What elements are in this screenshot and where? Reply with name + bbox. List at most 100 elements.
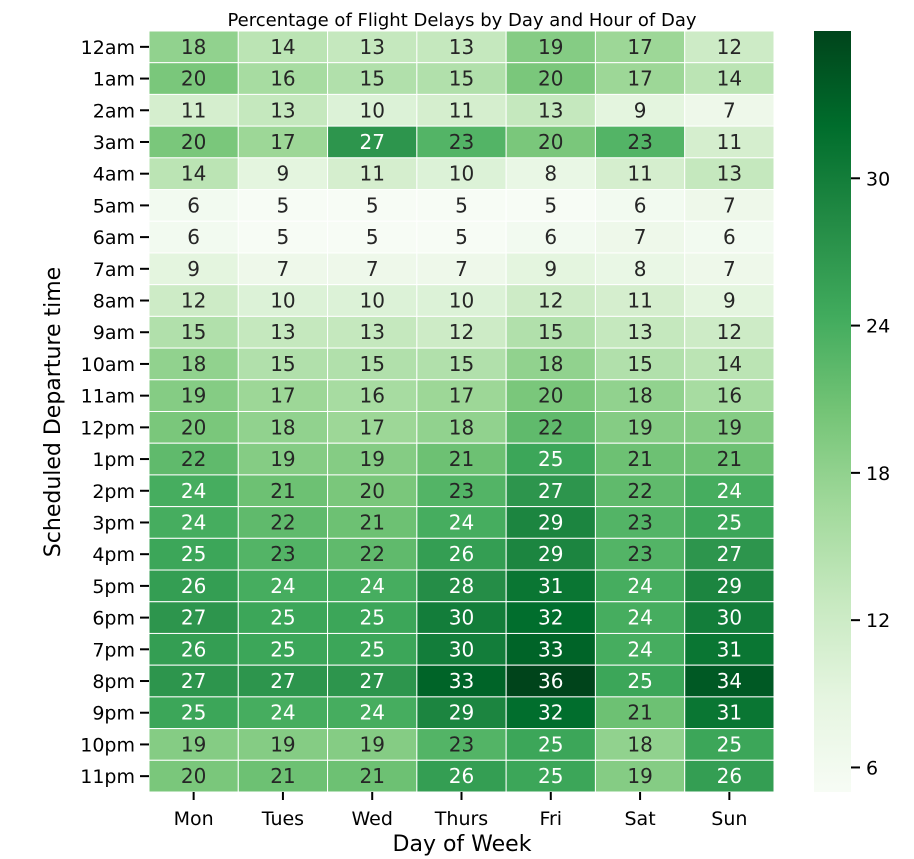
cell-value-label: 18 xyxy=(627,384,652,408)
cell-value-label: 26 xyxy=(181,637,206,661)
cell-value-label: 25 xyxy=(627,669,652,693)
cell-value-label: 23 xyxy=(270,542,295,566)
cell-value-label: 27 xyxy=(538,479,563,503)
cell-value-label: 29 xyxy=(449,701,474,725)
cell-value-label: 13 xyxy=(270,98,295,122)
cell-value-label: 23 xyxy=(627,510,652,534)
cell-value-label: 6 xyxy=(544,225,557,249)
cell-value-label: 22 xyxy=(627,479,652,503)
cell-value-label: 9 xyxy=(277,162,290,186)
y-tick-label: 8am xyxy=(93,291,135,313)
y-tick-label: 1am xyxy=(93,69,135,91)
cell-value-label: 19 xyxy=(270,447,295,471)
cell-value-label: 17 xyxy=(270,130,295,154)
cell-value-label: 27 xyxy=(270,669,295,693)
y-tick-label: 3pm xyxy=(92,512,135,534)
cell-value-label: 21 xyxy=(627,447,652,471)
cell-value-label: 14 xyxy=(181,162,206,186)
cell-value-label: 19 xyxy=(181,384,206,408)
cell-value-label: 23 xyxy=(627,542,652,566)
cell-value-label: 27 xyxy=(359,669,384,693)
cell-value-label: 20 xyxy=(181,130,206,154)
cell-value-label: 10 xyxy=(359,98,384,122)
cell-value-label: 24 xyxy=(627,574,652,598)
cell-value-label: 19 xyxy=(627,415,652,439)
cell-value-label: 5 xyxy=(366,225,379,249)
cell-value-label: 13 xyxy=(270,320,295,344)
y-tick-label: 12am xyxy=(81,37,135,59)
cell-value-label: 15 xyxy=(449,352,474,376)
cell-value-label: 5 xyxy=(277,193,290,217)
cell-value-label: 24 xyxy=(270,701,295,725)
cell-value-label: 7 xyxy=(366,257,379,281)
cell-value-label: 19 xyxy=(717,415,742,439)
cell-value-label: 5 xyxy=(455,225,468,249)
colorbar-tick-label: 18 xyxy=(866,463,890,485)
cell-value-label: 27 xyxy=(181,606,206,630)
cell-value-label: 9 xyxy=(187,257,200,281)
cell-value-label: 26 xyxy=(449,764,474,788)
cell-value-label: 18 xyxy=(627,732,652,756)
cell-value-label: 25 xyxy=(181,701,206,725)
cell-value-label: 25 xyxy=(538,732,563,756)
cell-value-label: 19 xyxy=(538,35,563,59)
y-tick-label: 11am xyxy=(81,386,135,408)
cell-value-label: 18 xyxy=(181,352,206,376)
cell-value-label: 22 xyxy=(538,415,563,439)
cell-value-label: 13 xyxy=(359,35,384,59)
cell-value-label: 24 xyxy=(627,637,652,661)
x-tick-label: Mon xyxy=(174,808,214,830)
cell-value-label: 14 xyxy=(717,352,742,376)
cell-value-label: 19 xyxy=(359,732,384,756)
cell-value-label: 25 xyxy=(717,510,742,534)
cell-value-label: 24 xyxy=(449,510,474,534)
cell-value-label: 15 xyxy=(449,67,474,91)
cell-value-label: 13 xyxy=(717,162,742,186)
y-tick-label: 2pm xyxy=(92,481,135,503)
cell-value-label: 23 xyxy=(627,130,652,154)
cell-value-label: 21 xyxy=(359,764,384,788)
cell-value-label: 34 xyxy=(717,669,742,693)
cell-value-label: 5 xyxy=(544,193,557,217)
x-tick-label: Tues xyxy=(261,808,304,830)
cell-value-label: 32 xyxy=(538,606,563,630)
cell-value-label: 25 xyxy=(538,764,563,788)
cell-value-label: 18 xyxy=(270,415,295,439)
cell-value-label: 30 xyxy=(449,637,474,661)
cell-value-label: 21 xyxy=(717,447,742,471)
y-tick-label: 2am xyxy=(93,100,135,122)
cell-value-label: 23 xyxy=(449,130,474,154)
colorbar-tick-label: 30 xyxy=(866,168,890,190)
colorbar-tick-label: 6 xyxy=(866,757,878,779)
cell-value-label: 31 xyxy=(717,701,742,725)
cell-value-label: 16 xyxy=(717,384,742,408)
cell-value-label: 28 xyxy=(449,574,474,598)
cell-value-label: 17 xyxy=(627,35,652,59)
cell-value-label: 20 xyxy=(359,479,384,503)
cell-value-label: 17 xyxy=(627,67,652,91)
cell-value-label: 33 xyxy=(538,637,563,661)
y-tick-label: 11pm xyxy=(80,766,135,788)
cell-value-label: 21 xyxy=(270,479,295,503)
cell-value-label: 9 xyxy=(634,98,647,122)
colorbar-tick-label: 12 xyxy=(866,610,890,632)
cell-value-label: 31 xyxy=(717,637,742,661)
cell-value-label: 6 xyxy=(187,225,200,249)
cell-value-label: 22 xyxy=(181,447,206,471)
x-tick-label: Fri xyxy=(539,808,562,830)
cell-value-label: 5 xyxy=(455,193,468,217)
cell-value-label: 12 xyxy=(717,320,742,344)
chart-title: Percentage of Flight Delays by Day and H… xyxy=(227,10,696,31)
cell-value-label: 7 xyxy=(277,257,290,281)
cell-value-label: 15 xyxy=(270,352,295,376)
y-tick-label: 5am xyxy=(93,195,135,217)
y-tick-label: 9pm xyxy=(92,703,135,725)
cell-value-label: 29 xyxy=(717,574,742,598)
cell-value-label: 6 xyxy=(634,193,647,217)
cell-value-label: 20 xyxy=(538,130,563,154)
y-axis-label: Scheduled Departure time xyxy=(41,267,66,557)
cell-value-label: 12 xyxy=(181,289,206,313)
cell-value-label: 30 xyxy=(717,606,742,630)
cell-value-label: 25 xyxy=(270,606,295,630)
cell-value-label: 24 xyxy=(181,510,206,534)
